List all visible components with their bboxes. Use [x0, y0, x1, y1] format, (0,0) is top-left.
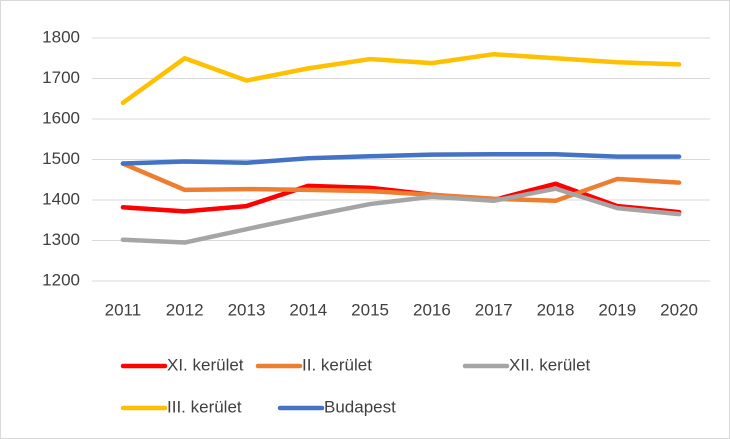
- x-tick-label: 2013: [228, 300, 266, 319]
- legend-label: II. kerület: [302, 355, 372, 374]
- x-tick-label: 2011: [105, 300, 142, 319]
- line-series: [120, 186, 682, 245]
- y-tick-label: 1600: [42, 108, 80, 127]
- y-tick-label: 1700: [42, 68, 80, 87]
- x-tick-label: 2019: [598, 300, 636, 319]
- legend-label: Budapest: [324, 397, 396, 416]
- x-tick-label: 2015: [351, 300, 389, 319]
- y-tick-label: 1200: [42, 270, 80, 289]
- y-tick-label: 1500: [42, 149, 80, 168]
- legend-label: III. kerület: [167, 397, 242, 416]
- legend-label: XII. kerület: [509, 355, 591, 374]
- line-series: [120, 151, 682, 166]
- x-tick-label: 2018: [537, 300, 575, 319]
- line-series: [120, 51, 682, 106]
- legend-label: XI. kerület: [167, 355, 244, 374]
- x-tick-label: 2016: [413, 300, 451, 319]
- x-tick-label: 2020: [660, 300, 698, 319]
- x-tick-label: 2014: [289, 300, 327, 319]
- y-tick-label: 1800: [42, 27, 80, 46]
- line-series: [120, 161, 682, 204]
- y-tick-label: 1300: [42, 230, 80, 249]
- x-tick-label: 2012: [166, 300, 204, 319]
- y-tick-label: 1400: [42, 189, 80, 208]
- x-tick-label: 2017: [475, 300, 513, 319]
